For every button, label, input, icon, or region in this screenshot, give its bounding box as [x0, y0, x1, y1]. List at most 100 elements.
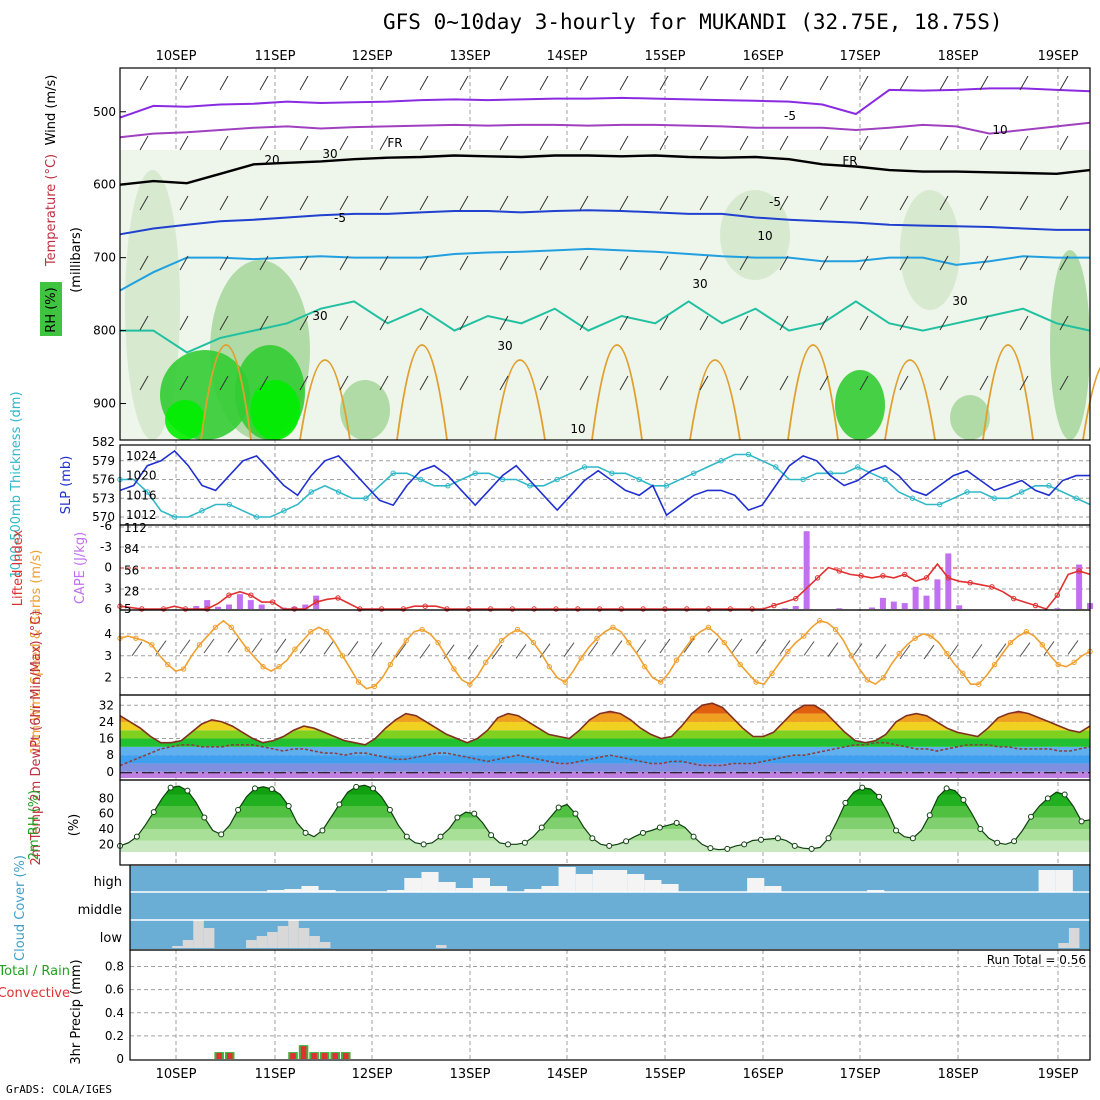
- contour-arc: [299, 359, 351, 441]
- wind-barb: [819, 75, 829, 91]
- wind-speed-line-point: [912, 635, 918, 641]
- wind-barb: [859, 315, 869, 331]
- lifted-index-line-point: [182, 606, 189, 612]
- wind-barb: [1019, 315, 1029, 331]
- thickness-tick-label: 573: [92, 491, 115, 505]
- wind-barb: [619, 195, 629, 211]
- rh-point: [386, 806, 393, 813]
- cloud-high-bar: [867, 890, 885, 892]
- wind-speed-line-point: [260, 664, 266, 670]
- cape-bar: [901, 603, 908, 609]
- cape-bar: [956, 605, 963, 609]
- contour-label: 30: [322, 147, 337, 161]
- wind-barb: [659, 75, 669, 91]
- wind-barb-10m: [323, 639, 335, 655]
- wind-speed-line-point: [387, 661, 394, 668]
- wind-barb-10m: [275, 638, 287, 654]
- wind-barb: [179, 375, 189, 391]
- wind-speed-line-point: [228, 624, 235, 631]
- wind-speed-line-point: [928, 633, 934, 639]
- wind-barb: [859, 255, 869, 271]
- wind-barb: [259, 375, 269, 391]
- contour-label: 30: [312, 309, 327, 323]
- wind-speed-line-point: [1023, 629, 1030, 635]
- wind-barb: [219, 75, 229, 91]
- wind-barb: [979, 255, 989, 271]
- wind-barb: [499, 195, 509, 211]
- temp-band: [120, 763, 1090, 772]
- cloud-high-bar: [610, 870, 628, 892]
- lifted-index-line-point: [509, 606, 516, 612]
- rh-point: [353, 783, 360, 790]
- temp-band: [120, 721, 1090, 731]
- panel-frame: [119, 444, 1091, 526]
- wind-speed-line-point: [292, 646, 298, 652]
- rh-fill-area: [250, 380, 300, 440]
- wind-speed-line-point: [276, 664, 282, 670]
- wind-tick-label: 2: [104, 671, 112, 685]
- thickness-line-point: [991, 495, 998, 501]
- ylabel-millibars: (millibars): [69, 227, 84, 293]
- rh-point: [336, 801, 343, 808]
- lifted-index-line-point: [226, 592, 232, 598]
- temp-band: [120, 746, 1090, 756]
- wind-barb: [539, 315, 549, 331]
- wind-barb: [1019, 75, 1029, 91]
- wind-barb: [179, 315, 189, 331]
- precip-tick-label: 0.6: [105, 983, 124, 997]
- wind-barb-10m: [803, 641, 815, 656]
- rh-point: [673, 819, 680, 826]
- cape-bar: [247, 600, 254, 609]
- temp-tick-label: 32: [99, 698, 114, 712]
- wind-speed-line-point: [864, 677, 871, 683]
- cloud-high-bar: [472, 878, 490, 892]
- cape-bar: [291, 606, 298, 609]
- bottom-date-label: 18SEP: [938, 1067, 979, 1082]
- temp-line: [119, 702, 1091, 746]
- pressure-tick-label: 900: [93, 397, 116, 411]
- ylabel-cloud-cover: Cloud Cover (%): [13, 855, 28, 961]
- top-date-label: 14SEP: [547, 49, 588, 64]
- wind-barb: [379, 375, 389, 391]
- wind-barb: [659, 315, 669, 331]
- thickness-line-point: [527, 483, 533, 489]
- precip-tick-label: 0: [116, 1052, 124, 1066]
- rh-point: [960, 796, 967, 803]
- wind-barb: [499, 135, 509, 151]
- rh-point: [791, 842, 798, 849]
- lifted-index-line-point: [248, 592, 254, 598]
- wind-barb: [819, 255, 829, 271]
- wind-speed-line-point: [196, 642, 203, 648]
- cape-bar: [792, 606, 799, 609]
- lifted-index-line-point: [727, 606, 734, 612]
- wind-speed-line-point: [403, 637, 409, 644]
- wind-barb: [179, 195, 189, 211]
- wind-barb: [779, 255, 789, 271]
- lifted-index-line-point: [444, 606, 450, 612]
- wind-barb: [1019, 135, 1029, 151]
- wind-barb-10m: [299, 639, 311, 654]
- cape-bar: [302, 604, 309, 609]
- ylabel-convective: Convective: [0, 986, 70, 1001]
- wind-speed-line-point: [848, 653, 855, 659]
- wind-speed-line: [119, 619, 1091, 690]
- cloud-low-bar: [267, 932, 278, 948]
- rh-point: [758, 836, 765, 843]
- cloud-low-bar: [1058, 943, 1069, 948]
- lifted-index-line-point: [139, 606, 145, 612]
- wind-speed-line-point: [371, 683, 378, 690]
- cloud-low-bar: [435, 945, 447, 948]
- rh-fill-area: [340, 380, 390, 440]
- wind-barb: [379, 315, 389, 331]
- cape-tick-label: 5: [124, 602, 132, 616]
- wind-barb-10m: [1019, 642, 1031, 657]
- wind-barb: [579, 375, 589, 391]
- cloud-high-bar: [301, 886, 319, 892]
- wind-barb: [699, 195, 709, 211]
- chart-title: GFS 0~10day 3-hourly for MUKANDI (32.75E…: [383, 10, 1003, 34]
- wind-barb: [139, 375, 149, 391]
- cloud-low-bar: [288, 920, 299, 948]
- wind-speed-line-point: [896, 650, 902, 657]
- cloud-high-bar: [558, 867, 576, 892]
- wind-speed-line-point: [578, 655, 584, 661]
